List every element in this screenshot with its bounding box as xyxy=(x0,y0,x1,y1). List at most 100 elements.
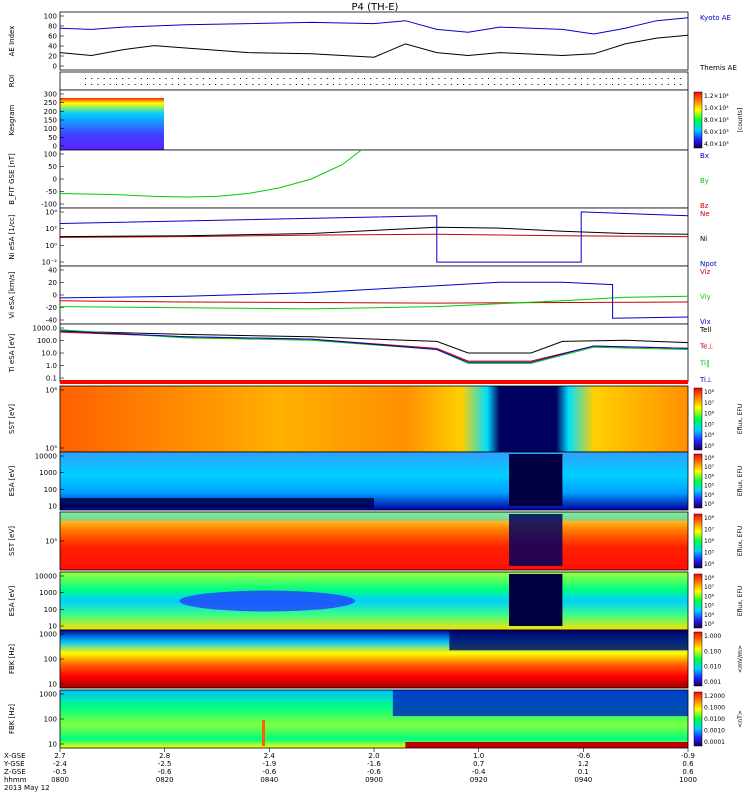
colorbar-tick-label: 8.0×10³ xyxy=(704,117,729,124)
y-tick-label: 300 xyxy=(44,91,57,99)
panel-sst-electrons: SST [eV] 10⁵ 10⁸ 10⁷ 10⁶ 10⁵ 10⁴ Eflux, EFU xyxy=(8,511,744,571)
y-tick-label: 100 xyxy=(44,606,57,614)
roi-dot xyxy=(302,84,303,85)
y-tick-label: 10 xyxy=(48,681,57,689)
spectrogram-topband xyxy=(60,512,688,521)
roi-dot xyxy=(233,78,235,79)
roi-dot xyxy=(574,78,576,79)
y-tick-label: 10⁵ xyxy=(45,445,57,453)
legend-ti-: Ti‖ xyxy=(699,359,710,367)
roi-dot xyxy=(153,78,155,79)
colorbar-tick-label: 4.0×10³ xyxy=(704,141,729,148)
legend-te-: Te⊥ xyxy=(699,343,714,351)
ephemeris-value: -2.4 xyxy=(53,760,67,768)
roi-dot xyxy=(196,84,198,85)
roi-dot xyxy=(500,78,502,79)
roi-dot xyxy=(320,84,322,85)
legend-ni: Ni xyxy=(700,235,707,243)
spectrogram-spike xyxy=(262,720,265,746)
panel-ylabel: SST [eV] xyxy=(8,404,16,434)
roi-dot xyxy=(587,78,589,79)
colorbar-tick-label: 6.0×10³ xyxy=(704,129,729,136)
roi-dot xyxy=(457,84,458,85)
roi-dot xyxy=(308,84,310,85)
spectrogram-blob xyxy=(179,590,356,612)
roi-dot xyxy=(370,84,372,85)
roi-dot xyxy=(680,84,682,85)
ephemeris-value: -0.6 xyxy=(158,768,172,776)
y-tick-label: -40 xyxy=(46,317,57,325)
ephemeris-value: 1.2 xyxy=(578,760,589,768)
series-kyoto-ae xyxy=(59,17,689,35)
roi-dot xyxy=(258,78,260,79)
roi-dot xyxy=(308,78,310,79)
roi-dot xyxy=(227,78,229,79)
roi-dot xyxy=(512,84,514,85)
panel-ylabel: Vi eSA [km/s] xyxy=(8,271,16,318)
y-tick-label: 1000 xyxy=(39,589,57,597)
roi-dot xyxy=(525,78,527,79)
roi-dot xyxy=(240,84,241,85)
roi-dot xyxy=(202,78,204,79)
series-tell xyxy=(59,330,689,354)
ephemeris-value: -2.5 xyxy=(158,760,172,768)
roi-dot xyxy=(401,84,403,85)
roi-dot xyxy=(209,84,210,85)
colorbar-tick-label: 1.2×10⁴ xyxy=(704,93,729,100)
roi-dot xyxy=(655,84,657,85)
roi-dot xyxy=(159,84,161,85)
roi-dot xyxy=(636,78,638,79)
ephemeris-row-label: X-GSE xyxy=(4,752,26,760)
series-ti- xyxy=(59,330,689,363)
roi-dot xyxy=(550,78,551,79)
panel-background xyxy=(60,90,688,150)
roi-dot xyxy=(475,84,477,85)
colorbar-tick-label: 10⁵ xyxy=(704,483,715,490)
panel-ylabel: ROI xyxy=(8,75,16,87)
panel-background xyxy=(60,324,688,382)
roi-dot xyxy=(128,78,130,79)
panel-vi: Vi eSA [km/s] 40 20 0 -20 -40 Viz Viy Vix xyxy=(8,265,711,326)
panel-esa-ions: ESA [eV] 10000 1000 100 10 10⁸ 10⁷ 10⁶ 10⁵ 10⁴ 10³… xyxy=(8,451,744,511)
ephemeris-value: 0900 xyxy=(365,776,383,784)
y-tick-label: 50 xyxy=(48,134,57,142)
panel-fbk-b: FBK [Hz] 1000 100 10 1.2000 0.1000 0.0100 0.001… xyxy=(8,689,744,749)
ephemeris-value: -0.4 xyxy=(472,768,486,776)
roi-dot xyxy=(674,78,675,79)
roi-dot xyxy=(264,78,266,79)
roi-dot xyxy=(444,78,446,79)
ephemeris-value: 0.1 xyxy=(578,768,589,776)
legend-vix: Vix xyxy=(700,318,711,326)
roi-dot xyxy=(184,78,186,79)
roi-dot xyxy=(568,78,570,79)
roi-dot xyxy=(388,78,390,79)
roi-dot xyxy=(333,78,334,79)
roi-dot xyxy=(153,84,155,85)
roi-dot xyxy=(395,78,396,79)
roi-dot xyxy=(221,84,223,85)
roi-dot xyxy=(469,78,471,79)
series-npot xyxy=(59,211,689,263)
roi-dot xyxy=(271,84,272,85)
spectrogram-band xyxy=(449,630,688,651)
panel-sst-ions: SST [eV] 10⁶ 10⁵ 10⁸ 10⁷ 10⁶ 10⁵ 10⁴ 10³ Eflux, E… xyxy=(8,380,744,453)
roi-dot xyxy=(122,84,124,85)
legend-viy: Viy xyxy=(700,293,711,301)
roi-dot xyxy=(674,84,675,85)
colorbar-tick-label: 10⁶ xyxy=(704,473,715,480)
colorbar-tick-label: 1.000 xyxy=(704,633,721,640)
roi-dot xyxy=(630,84,632,85)
y-tick-label: 10⁴ xyxy=(45,209,57,217)
y-tick-label: 100 xyxy=(44,716,57,724)
legend-ne: Ne xyxy=(700,210,710,218)
roi-dot xyxy=(630,78,632,79)
legend-viz: Viz xyxy=(700,268,711,276)
y-tick-label: 1000.0 xyxy=(33,325,58,333)
panel-b-fit-gse: B_FIT GSE [nT] 100 50 0 -50 -100 Bx By Bz xyxy=(8,149,709,210)
roi-dot xyxy=(277,84,279,85)
y-tick-label: 80 xyxy=(48,23,57,31)
y-tick-label: 10⁻² xyxy=(42,259,58,267)
roi-dot xyxy=(419,84,421,85)
roi-dot xyxy=(519,78,520,79)
